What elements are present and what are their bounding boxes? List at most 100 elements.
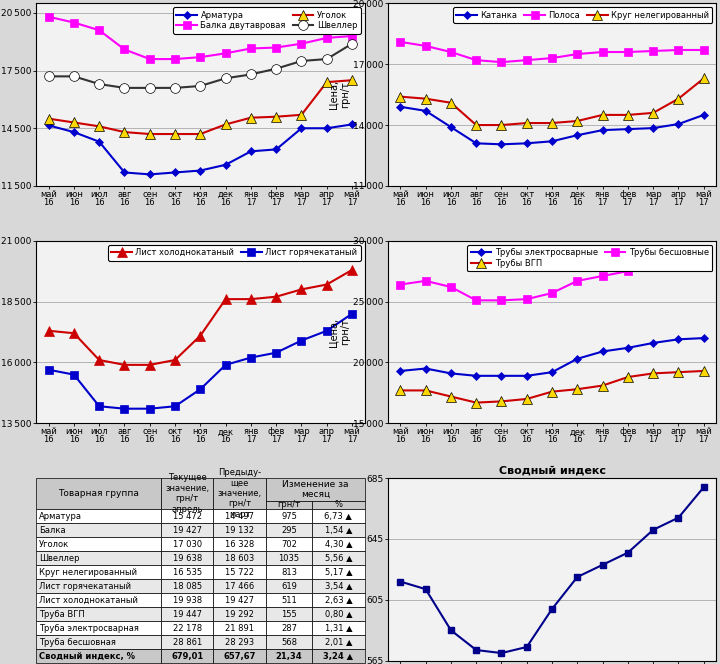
- Text: 22 178: 22 178: [173, 624, 202, 633]
- Text: Уголок: Уголок: [40, 540, 70, 548]
- Bar: [312, 622, 365, 635]
- Bar: [266, 579, 312, 593]
- Text: 1035: 1035: [279, 554, 300, 562]
- Text: 21 891: 21 891: [225, 624, 254, 633]
- Bar: [36, 565, 161, 579]
- Text: 1,54 ▲: 1,54 ▲: [325, 525, 352, 535]
- Bar: [214, 608, 266, 622]
- Bar: [161, 635, 214, 649]
- Bar: [312, 608, 365, 622]
- Text: %: %: [334, 500, 343, 509]
- Text: 16 535: 16 535: [173, 568, 202, 577]
- Bar: [266, 537, 312, 551]
- Text: 975: 975: [281, 511, 297, 521]
- Text: 679,01: 679,01: [171, 652, 203, 661]
- Bar: [214, 579, 266, 593]
- Text: 19 427: 19 427: [173, 525, 202, 535]
- Bar: [312, 579, 365, 593]
- Bar: [266, 501, 312, 509]
- Text: Труба электросварная: Труба электросварная: [40, 624, 139, 633]
- Bar: [312, 635, 365, 649]
- Text: Швеллер: Швеллер: [40, 554, 80, 562]
- Bar: [214, 565, 266, 579]
- Bar: [312, 565, 365, 579]
- Bar: [36, 509, 161, 523]
- Legend: Трубы электросварные, Трубы ВГП, Трубы бесшовные: Трубы электросварные, Трубы ВГП, Трубы б…: [467, 245, 712, 271]
- Text: Труба ВГП: Труба ВГП: [40, 610, 85, 619]
- Text: 18 603: 18 603: [225, 554, 254, 562]
- Bar: [161, 565, 214, 579]
- Bar: [266, 509, 312, 523]
- Bar: [214, 649, 266, 663]
- Text: 295: 295: [282, 525, 297, 535]
- Bar: [214, 635, 266, 649]
- Text: 619: 619: [281, 582, 297, 591]
- Text: 568: 568: [281, 638, 297, 647]
- Bar: [266, 551, 312, 565]
- Bar: [214, 523, 266, 537]
- Bar: [161, 478, 214, 509]
- Text: 19 132: 19 132: [225, 525, 254, 535]
- Bar: [36, 478, 161, 509]
- Text: грн/т: грн/т: [277, 500, 301, 509]
- Bar: [214, 509, 266, 523]
- Text: Сводный индекс, %: Сводный индекс, %: [40, 652, 135, 661]
- Text: 2,01 ▲: 2,01 ▲: [325, 638, 352, 647]
- Bar: [36, 622, 161, 635]
- Legend: Арматура, Балка двутавровая, Уголок, Швеллер: Арматура, Балка двутавровая, Уголок, Шве…: [173, 7, 361, 34]
- Text: 16 328: 16 328: [225, 540, 254, 548]
- Text: 657,67: 657,67: [224, 652, 256, 661]
- Bar: [312, 649, 365, 663]
- Legend: Лист холоднокатаный, Лист горячекатаный: Лист холоднокатаный, Лист горячекатаный: [108, 245, 361, 260]
- Text: Арматура: Арматура: [40, 511, 82, 521]
- Bar: [161, 551, 214, 565]
- Bar: [266, 593, 312, 608]
- Text: Текущее
значение,
грн/т
апрель: Текущее значение, грн/т апрель: [165, 473, 210, 514]
- Text: 17 030: 17 030: [173, 540, 202, 548]
- Text: 19 292: 19 292: [225, 610, 254, 619]
- Text: 15 722: 15 722: [225, 568, 254, 577]
- Bar: [161, 649, 214, 663]
- Text: Балка: Балка: [40, 525, 66, 535]
- Text: 14 497: 14 497: [225, 511, 254, 521]
- Text: 28 861: 28 861: [173, 638, 202, 647]
- Bar: [161, 593, 214, 608]
- Text: 287: 287: [281, 624, 297, 633]
- Bar: [36, 608, 161, 622]
- Bar: [161, 509, 214, 523]
- Bar: [312, 537, 365, 551]
- Bar: [312, 501, 365, 509]
- Text: 155: 155: [282, 610, 297, 619]
- Text: 1,31 ▲: 1,31 ▲: [325, 624, 352, 633]
- Bar: [36, 593, 161, 608]
- Bar: [312, 523, 365, 537]
- Text: 2,63 ▲: 2,63 ▲: [325, 596, 352, 605]
- Y-axis label: Цена,
грн/т: Цена, грн/т: [328, 80, 350, 109]
- Text: 19 638: 19 638: [173, 554, 202, 562]
- Text: 19 938: 19 938: [173, 596, 202, 605]
- Bar: [161, 523, 214, 537]
- Text: 4,30 ▲: 4,30 ▲: [325, 540, 352, 548]
- Text: 19 427: 19 427: [225, 596, 254, 605]
- Bar: [266, 649, 312, 663]
- Y-axis label: Цена,
грн/т: Цена, грн/т: [328, 317, 350, 347]
- Bar: [36, 551, 161, 565]
- Text: 0,80 ▲: 0,80 ▲: [325, 610, 352, 619]
- Text: 15 472: 15 472: [173, 511, 202, 521]
- Bar: [312, 593, 365, 608]
- Text: Товарная группа: Товарная группа: [58, 489, 139, 498]
- Bar: [36, 649, 161, 663]
- Bar: [214, 478, 266, 509]
- Text: 5,17 ▲: 5,17 ▲: [325, 568, 352, 577]
- Bar: [266, 478, 365, 501]
- Text: Труба бесшовная: Труба бесшовная: [40, 638, 116, 647]
- Bar: [36, 537, 161, 551]
- Text: 702: 702: [281, 540, 297, 548]
- Text: 19 447: 19 447: [173, 610, 202, 619]
- Bar: [312, 509, 365, 523]
- Text: 813: 813: [281, 568, 297, 577]
- Bar: [266, 523, 312, 537]
- Text: 5,56 ▲: 5,56 ▲: [325, 554, 352, 562]
- Text: Изменение за
месяц: Изменение за месяц: [282, 479, 348, 499]
- Text: Лист горячекатаный: Лист горячекатаный: [40, 582, 131, 591]
